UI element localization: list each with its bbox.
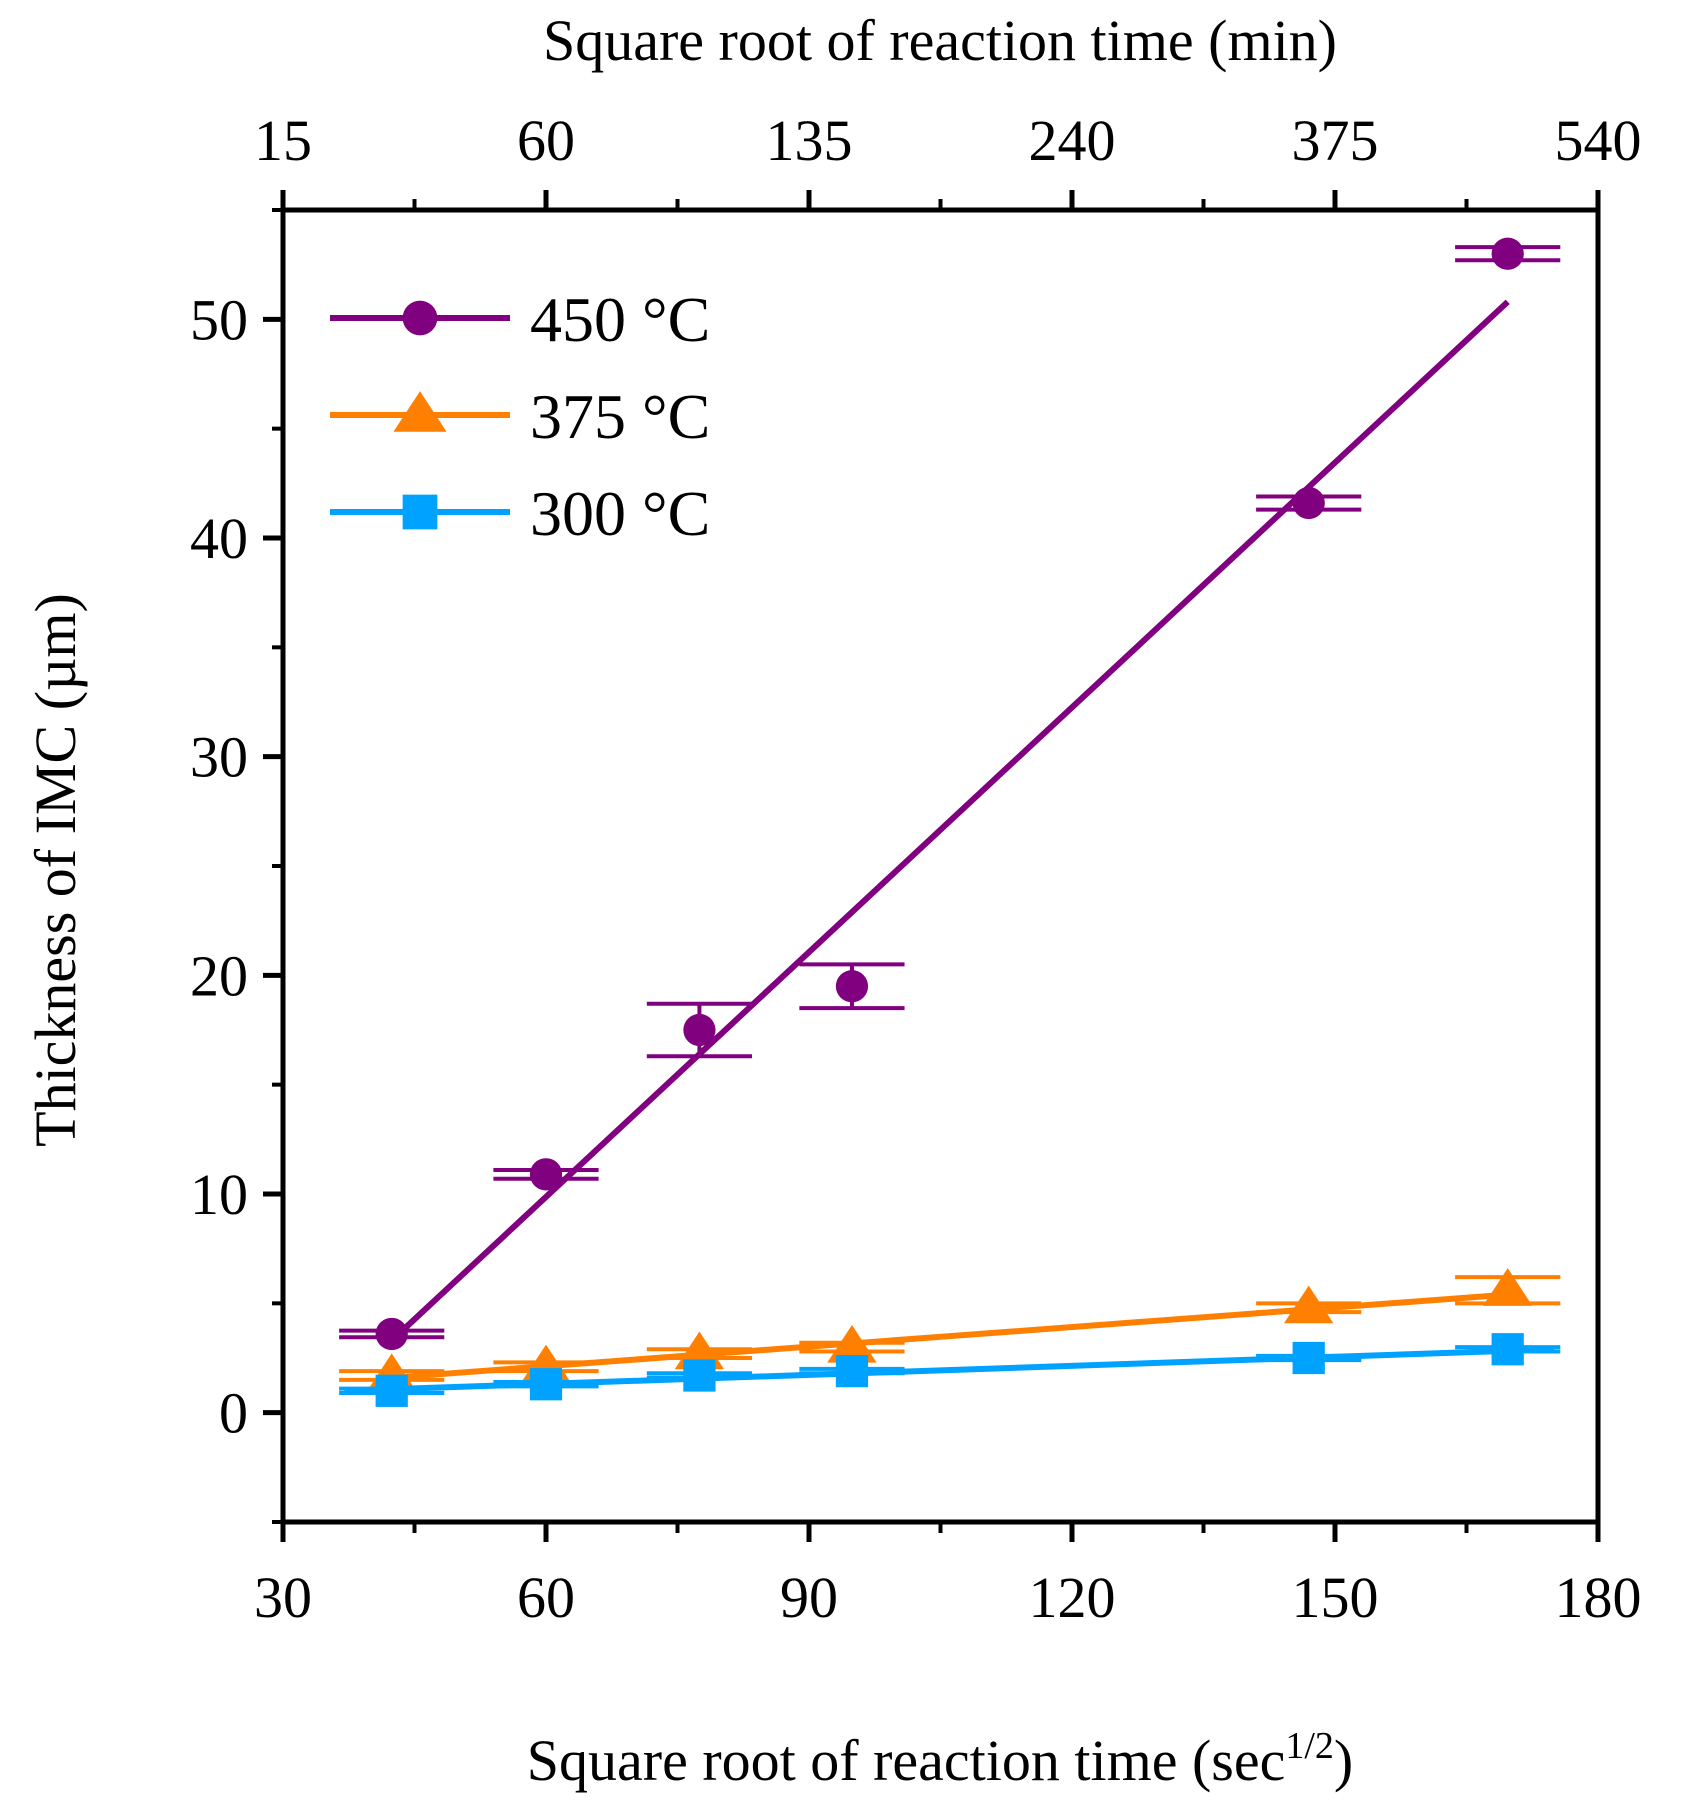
y-tick-label: 0 bbox=[219, 1381, 248, 1446]
x-tick-label: 30 bbox=[254, 1565, 312, 1630]
legend: 450 °C 375 °C 300 °C bbox=[330, 284, 710, 549]
data-point bbox=[835, 970, 869, 1003]
x-tick-label: 60 bbox=[517, 1565, 575, 1630]
data-point bbox=[1491, 1333, 1524, 1366]
x-tick-label: 120 bbox=[1029, 1565, 1116, 1630]
top-tick-label: 375 bbox=[1292, 108, 1379, 173]
legend-label: 450 °C bbox=[530, 284, 710, 355]
top-tick-label: 135 bbox=[766, 108, 853, 173]
y-tick-label: 50 bbox=[190, 287, 248, 352]
series-layer bbox=[339, 237, 1561, 1407]
data-point bbox=[529, 1368, 563, 1401]
data-point bbox=[529, 1158, 563, 1191]
plot-area-border bbox=[280, 207, 1601, 1525]
top-tick-label: 540 bbox=[1555, 108, 1642, 173]
top-tick-label: 15 bbox=[254, 108, 312, 173]
y-tick-label: 20 bbox=[190, 943, 248, 1008]
x-axis-title-superscript: 1/2 bbox=[1285, 1725, 1334, 1767]
y-tick-label: 30 bbox=[190, 725, 248, 790]
y-tick-label: 10 bbox=[190, 1162, 248, 1227]
fit-line bbox=[389, 299, 1510, 1343]
legend-label: 375 °C bbox=[530, 381, 710, 452]
top-tick-label: 240 bbox=[1029, 108, 1116, 173]
data-point bbox=[1292, 486, 1325, 520]
legend-marker bbox=[393, 391, 447, 432]
ticks-layer: 30 60 90 120 150 180 15 60 135 240 375 540 0 10 20 30 40… bbox=[190, 108, 1642, 1630]
x-axis-title-suffix: ) bbox=[1334, 1728, 1353, 1793]
top-axis-title: Square root of reaction time (min) bbox=[543, 8, 1337, 73]
data-point bbox=[1491, 237, 1524, 270]
series-2 bbox=[339, 1333, 1561, 1407]
x-tick-label: 90 bbox=[780, 1565, 838, 1630]
legend-label: 300 °C bbox=[530, 478, 710, 549]
data-point bbox=[835, 1355, 869, 1388]
data-point bbox=[683, 1359, 716, 1392]
top-tick-label: 60 bbox=[517, 108, 575, 173]
data-point bbox=[827, 1324, 877, 1363]
data-point bbox=[683, 1013, 716, 1047]
plot-frame bbox=[280, 207, 1601, 1525]
series-0 bbox=[339, 237, 1561, 1351]
legend-marker bbox=[402, 494, 438, 530]
x-tick-label: 150 bbox=[1292, 1565, 1379, 1630]
data-point bbox=[375, 1374, 408, 1407]
legend-marker bbox=[402, 300, 438, 336]
data-point bbox=[1483, 1268, 1533, 1306]
y-axis-title: Thickness of IMC (µm) bbox=[23, 593, 88, 1147]
data-point bbox=[1292, 1341, 1325, 1375]
x-axis-title: Square root of reaction time (sec1/2) bbox=[527, 1725, 1353, 1793]
data-point bbox=[1284, 1285, 1334, 1324]
x-tick-label: 180 bbox=[1555, 1565, 1642, 1630]
y-tick-label: 40 bbox=[190, 506, 248, 571]
x-axis-title-main: Square root of reaction time (sec bbox=[527, 1728, 1286, 1793]
data-point bbox=[375, 1317, 408, 1351]
